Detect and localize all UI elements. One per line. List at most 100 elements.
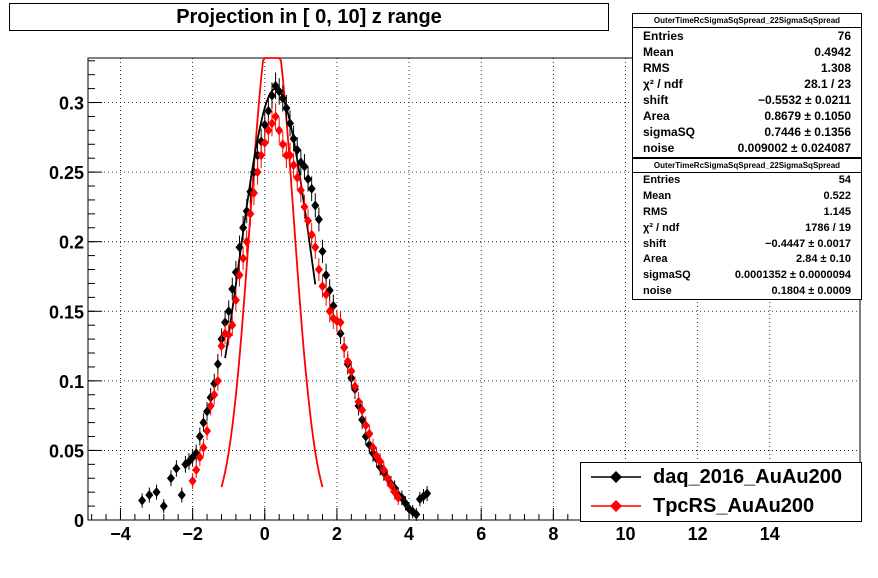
stats-value: 0.1804 ± 0.0009 <box>771 285 851 298</box>
stats-value: −0.4447 ± 0.0017 <box>765 237 851 250</box>
data-point <box>318 281 327 292</box>
stats-label: sigmaSQ <box>643 269 691 282</box>
stats-value: 0.4942 <box>814 45 851 59</box>
data-point <box>278 93 287 104</box>
stats-label: noise <box>643 285 672 298</box>
data-point <box>267 90 276 101</box>
x-tick-label: 14 <box>760 524 780 544</box>
data-point <box>239 222 248 233</box>
stats-value: 1.308 <box>820 61 851 75</box>
data-point <box>177 489 186 500</box>
data-point <box>405 503 414 514</box>
data-point <box>278 139 287 150</box>
data-point <box>379 464 388 475</box>
stats-value: 0.0001352 ± 0.0000094 <box>734 269 851 282</box>
data-point <box>293 144 302 155</box>
data-point <box>365 428 374 439</box>
stats-label: Entries <box>643 29 684 43</box>
legend-entry-tpcrs: TpcRS_AuAu200 <box>581 492 861 520</box>
data-point <box>271 111 280 122</box>
x-tick-label: 0 <box>260 524 270 544</box>
stats-label: χ² / ndf <box>643 77 683 91</box>
stats-row: Entries 76 <box>633 28 861 44</box>
data-point <box>213 375 222 386</box>
stats-label: RMS <box>643 61 670 75</box>
stats-row: shift −0.5532 ± 0.0211 <box>633 92 861 108</box>
data-point <box>260 119 269 130</box>
data-point <box>172 463 181 474</box>
data-point <box>239 253 248 264</box>
data-point <box>231 295 240 306</box>
data-point <box>311 200 320 211</box>
data-point <box>343 356 352 367</box>
data-point <box>325 306 334 317</box>
data-point <box>289 160 298 171</box>
stats-box-daq: OuterTimeRcSigmaSqSpread_22SigmaSqSpread… <box>632 13 862 158</box>
data-point <box>358 405 367 416</box>
data-point <box>217 341 226 352</box>
data-point <box>296 185 305 196</box>
data-point <box>293 172 302 183</box>
stats-value: −0.5532 ± 0.0211 <box>757 93 851 107</box>
data-point <box>423 488 432 499</box>
y-tick-label: 0.25 <box>49 163 84 183</box>
data-point <box>267 118 276 129</box>
stats-value: 0.522 <box>823 189 851 202</box>
stats-value: 2.84 ± 0.10 <box>796 253 851 266</box>
stats-label: shift <box>643 237 667 250</box>
data-point <box>340 342 349 353</box>
data-point <box>224 329 233 340</box>
data-point <box>372 450 381 461</box>
stats-value: 1.145 <box>823 205 851 218</box>
stats-value: 76 <box>837 29 851 43</box>
stats-row: Entries 54 <box>633 173 861 189</box>
stats-value: 28.1 / 23 <box>804 77 851 91</box>
stats-label: noise <box>643 141 675 155</box>
data-point <box>394 492 403 503</box>
data-point <box>199 417 208 428</box>
legend-label: daq_2016_AuAu200 <box>653 466 842 488</box>
stats-row: sigmaSQ 0.0001352 ± 0.0000094 <box>633 268 861 284</box>
stats-label: Entries <box>643 174 681 186</box>
stats-label: Mean <box>643 189 672 202</box>
y-tick-label: 0.3 <box>59 94 84 114</box>
y-tick-label: 0.05 <box>49 441 84 461</box>
data-point <box>264 105 273 116</box>
chart-title: Projection in [ 0, 10] z range <box>9 3 609 31</box>
data-point <box>300 201 309 212</box>
data-point <box>354 396 363 407</box>
data-point <box>235 242 244 253</box>
stats-row: noise 0.1804 ± 0.0009 <box>633 284 861 300</box>
data-point <box>152 487 161 498</box>
stats-row: Area 0.8679 ± 0.1050 <box>633 108 861 124</box>
data-point <box>304 174 313 185</box>
data-point <box>412 509 421 520</box>
stats-label: sigmaSQ <box>643 125 696 139</box>
data-point <box>199 442 208 453</box>
data-point <box>368 442 377 453</box>
data-point <box>314 264 323 275</box>
stats-label: RMS <box>643 205 668 218</box>
legend-entry-daq: daq_2016_AuAu200 <box>581 463 861 491</box>
stats-label: shift <box>643 93 669 107</box>
stats-row: RMS 1.145 <box>633 205 861 221</box>
data-point <box>195 431 204 442</box>
data-point <box>387 480 396 491</box>
legend-label: TpcRS_AuAu200 <box>653 495 815 517</box>
x-tick-label: −2 <box>182 524 203 544</box>
data-point <box>307 229 316 240</box>
data-point <box>271 80 280 91</box>
data-point <box>307 183 316 194</box>
x-tick-label: 10 <box>615 524 635 544</box>
data-point <box>221 317 230 328</box>
data-point <box>224 306 233 317</box>
data-point <box>145 489 154 500</box>
x-tick-label: −4 <box>110 524 131 544</box>
stats-label: χ² / ndf <box>643 221 680 234</box>
data-point <box>314 214 323 225</box>
data-point <box>260 137 269 148</box>
data-point <box>286 118 295 129</box>
data-point <box>376 456 385 467</box>
data-point <box>253 167 262 178</box>
stats-row: shift −0.4447 ± 0.0017 <box>633 237 861 253</box>
